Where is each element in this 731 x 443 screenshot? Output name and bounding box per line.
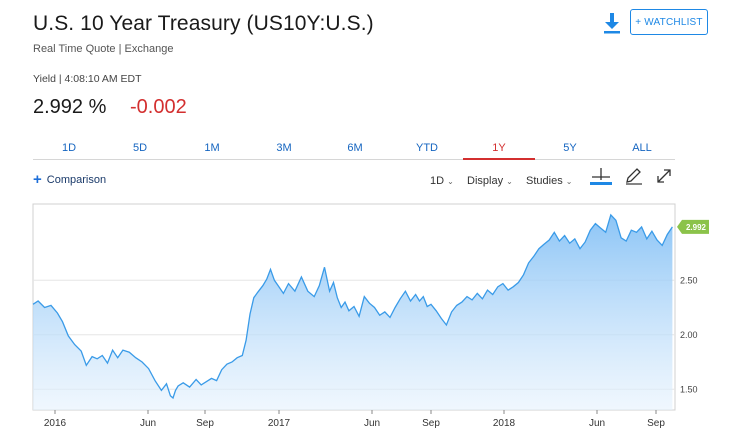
yield-line	[32, 213, 673, 400]
plus-icon: +	[33, 171, 42, 188]
add-to-watchlist-button[interactable]: + WATCHLIST	[630, 9, 708, 35]
tab-3m[interactable]: 3M	[276, 142, 292, 154]
expand-icon[interactable]	[654, 166, 674, 186]
page-title: U.S. 10 Year Treasury (US10Y:U.S.)	[33, 12, 374, 35]
interval-label: 1D	[430, 175, 445, 187]
last-price: 2.992 %	[33, 96, 107, 118]
chevron-down-icon: ⌄	[565, 177, 573, 186]
chevron-down-icon: ⌄	[447, 177, 454, 186]
yield-timestamp: Yield | 4:08:10 AM EDT	[33, 73, 142, 85]
x-tick-label: Jun	[140, 418, 156, 429]
download-icon[interactable]	[601, 11, 623, 35]
x-tick-label: 2018	[493, 418, 516, 429]
display-label: Display	[467, 175, 504, 187]
last-value-badge	[677, 219, 709, 234]
y-tick-label: 2.50	[680, 275, 698, 285]
tab-1y[interactable]: 1Y	[463, 140, 535, 160]
chevron-down-icon: ⌄	[506, 177, 513, 186]
x-tick-label: Sep	[422, 418, 440, 429]
last-value-label: 2.992	[686, 223, 707, 232]
tab-1d[interactable]: 1D	[61, 142, 77, 154]
x-tick-label: Jun	[589, 418, 605, 429]
yield-area	[33, 214, 673, 410]
yield-area-chart[interactable]: 1.50 2.00 2.50 2016 Jun Sep 2017 Jun Sep 2018 Jun…	[0, 198, 731, 443]
tab-all[interactable]: ALL	[632, 142, 652, 154]
tab-6m[interactable]: 6M	[347, 142, 363, 154]
tab-1m[interactable]: 1M	[204, 142, 220, 154]
quote-source: Real Time Quote | Exchange	[33, 43, 174, 55]
studies-label: Studies	[526, 175, 563, 187]
y-tick-label: 2.00	[680, 330, 698, 340]
yield-chart[interactable]: 1.50 2.00 2.50 2016 Jun Sep 2017 Jun Sep 2018 Jun…	[0, 198, 731, 443]
tab-5y[interactable]: 5Y	[563, 142, 577, 154]
display-dropdown[interactable]: Display ⌄	[467, 175, 513, 187]
x-tick-label: Sep	[647, 418, 665, 429]
x-tick-label: Sep	[196, 418, 214, 429]
crosshair-icon[interactable]	[589, 166, 613, 186]
studies-dropdown[interactable]: Studies ⌄	[526, 175, 572, 187]
add-comparison-button[interactable]: + Comparison	[33, 171, 107, 188]
price-change: -0.002	[130, 96, 187, 118]
x-tick-label: 2017	[268, 418, 291, 429]
comparison-label: Comparison	[46, 174, 107, 186]
interval-dropdown[interactable]: 1D ⌄	[430, 175, 454, 187]
x-tick-label: 2016	[44, 418, 67, 429]
y-tick-label: 1.50	[680, 384, 698, 394]
tab-5d[interactable]: 5D	[132, 142, 148, 154]
tab-ytd[interactable]: YTD	[416, 142, 438, 154]
range-tabs: 1D 5D 1M 3M 6M YTD 1Y 5Y ALL	[33, 140, 675, 160]
draw-pencil-icon[interactable]	[624, 166, 644, 186]
x-tick-label: Jun	[364, 418, 380, 429]
